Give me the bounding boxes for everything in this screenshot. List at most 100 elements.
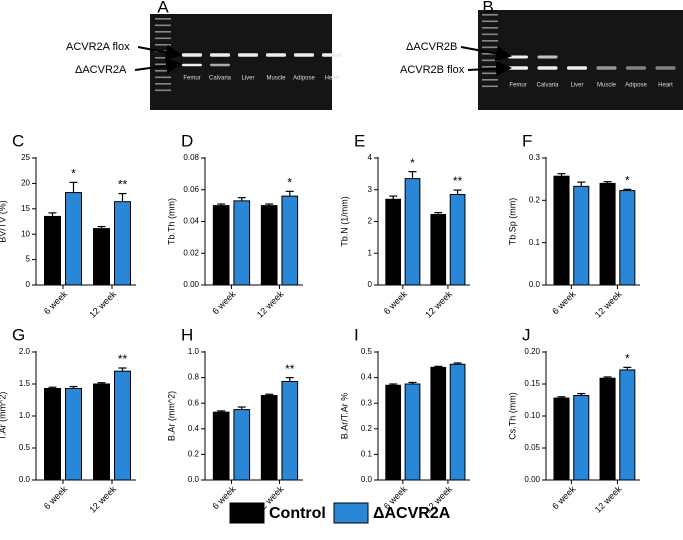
lane-label: Adipose xyxy=(293,76,315,82)
lane-label: Calvaria xyxy=(536,83,559,89)
bar xyxy=(599,377,616,481)
bar xyxy=(449,363,466,481)
y-tick-label: 0.6 xyxy=(188,398,200,407)
ladder-band xyxy=(482,27,498,29)
y-tick-label: 5 xyxy=(26,255,31,264)
ladder-band xyxy=(155,89,171,92)
ladder-band xyxy=(482,59,498,62)
band-arrow xyxy=(467,60,512,77)
gel-band xyxy=(182,63,202,67)
y-tick-label: 0.3 xyxy=(529,153,541,162)
y-tick-label: 0.0 xyxy=(529,280,541,289)
ladder-band xyxy=(155,44,171,46)
y-tick-label: 0.8 xyxy=(188,373,200,382)
significance: * xyxy=(625,352,630,366)
y-tick-label: 0.00 xyxy=(524,475,540,484)
ladder-band xyxy=(155,83,171,85)
y-tick-label: 1 xyxy=(368,248,373,257)
ladder-band xyxy=(482,33,498,36)
significance: ** xyxy=(118,178,128,192)
ladder-band xyxy=(482,53,498,55)
y-tick-label: 0.2 xyxy=(361,424,373,433)
lane-label: Heart xyxy=(325,76,340,82)
y-tick-label: 0.15 xyxy=(524,379,540,388)
lane-label: Liver xyxy=(241,76,254,82)
bar xyxy=(404,178,421,286)
bar xyxy=(114,201,131,286)
y-tick-label: 0.1 xyxy=(529,238,541,247)
band-label: ACVR2B flox xyxy=(400,64,465,76)
ladder-band xyxy=(155,63,171,66)
ladder-band xyxy=(155,57,171,59)
gel-band xyxy=(210,63,230,67)
y-axis-label: B.Ar (mm^2) xyxy=(166,391,176,441)
bar xyxy=(619,190,636,286)
y-tick-label: 0.0 xyxy=(361,475,373,484)
panel-letter: E xyxy=(354,131,365,150)
x-tick-label: 12 week xyxy=(87,289,118,320)
gel-band xyxy=(210,53,230,57)
gel-band xyxy=(567,66,587,70)
bar xyxy=(93,228,110,286)
ladder-band xyxy=(482,79,498,81)
ladder-band xyxy=(155,31,171,33)
y-tick-label: 0.04 xyxy=(183,217,199,226)
ladder-band xyxy=(482,14,498,16)
gel-band xyxy=(537,55,558,59)
bar xyxy=(65,192,82,286)
bar xyxy=(233,200,251,286)
y-tick-label: 1.5 xyxy=(19,379,31,388)
y-tick-label: 0 xyxy=(26,280,31,289)
bar xyxy=(385,384,402,481)
gel-band xyxy=(655,66,676,70)
legend-swatch xyxy=(333,502,369,524)
significance: ** xyxy=(285,362,295,376)
gel-band xyxy=(182,53,202,57)
significance: * xyxy=(71,167,76,181)
lane-label: Adipose xyxy=(625,83,647,89)
y-tick-label: 0.4 xyxy=(361,373,373,382)
bar xyxy=(114,370,131,481)
x-tick-label: 6 week xyxy=(42,484,70,512)
panel-letter: G xyxy=(12,325,25,344)
panel-letter: H xyxy=(181,325,193,344)
y-tick-label: 0.06 xyxy=(183,185,199,194)
band-label: ΔACVR2B xyxy=(406,41,457,53)
x-tick-label: 6 week xyxy=(550,484,578,512)
bar xyxy=(404,383,421,481)
y-axis-label: T.Ar (mm^2) xyxy=(0,392,7,441)
bar xyxy=(260,205,278,286)
y-tick-label: 15 xyxy=(21,204,30,213)
y-tick-label: 0.08 xyxy=(183,153,199,162)
panel-letter: I xyxy=(354,325,359,344)
lane-label: Liver xyxy=(570,83,583,89)
gel-band xyxy=(508,66,528,70)
bar xyxy=(449,194,466,286)
x-tick-label: 6 week xyxy=(382,289,410,317)
ladder-band xyxy=(155,70,171,72)
bar xyxy=(573,185,590,286)
x-tick-label: 12 week xyxy=(87,484,118,515)
ladder-band xyxy=(155,37,171,40)
bar xyxy=(44,215,61,286)
band-arrow xyxy=(134,57,182,74)
gel-band xyxy=(322,53,342,57)
y-axis-label: Tb.N (1/mm) xyxy=(339,196,349,247)
y-tick-label: 0.2 xyxy=(529,195,541,204)
bar xyxy=(212,205,230,286)
y-axis-label: Cs.Th (mm) xyxy=(507,392,517,440)
bar xyxy=(553,397,570,481)
y-tick-label: 0.0 xyxy=(188,475,200,484)
band-arrow xyxy=(137,44,182,61)
bar xyxy=(599,182,616,286)
y-tick-label: 0.5 xyxy=(361,347,373,356)
significance: * xyxy=(410,156,415,170)
y-tick-label: 2 xyxy=(368,217,373,226)
y-tick-label: 25 xyxy=(21,153,30,162)
lane-label: Muscle xyxy=(266,76,286,82)
y-tick-label: 20 xyxy=(21,179,30,188)
ladder-band xyxy=(155,24,171,27)
bar xyxy=(44,387,61,481)
bar xyxy=(65,387,82,481)
